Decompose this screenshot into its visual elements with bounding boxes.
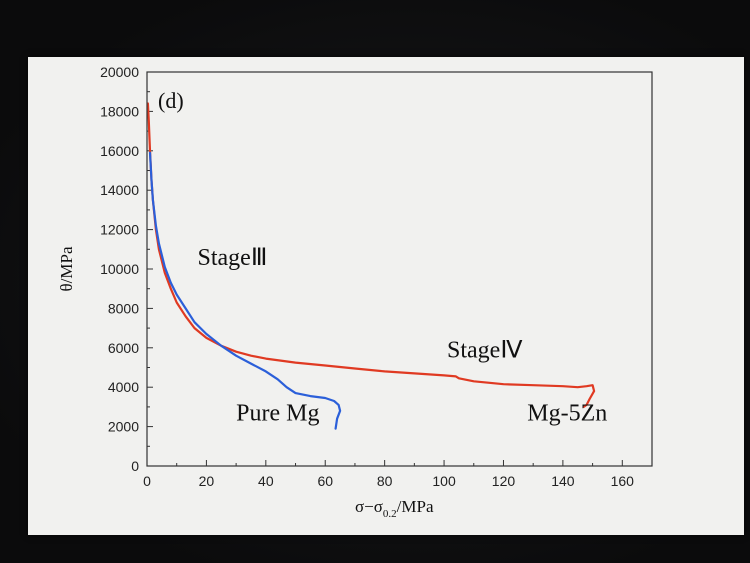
annotation-label: Pure Mg bbox=[236, 401, 319, 427]
annotations: StageⅢ StageⅣ Pure Mg Mg-5Zn bbox=[198, 245, 608, 427]
x-axis-label-subscript: 0.2 bbox=[383, 508, 397, 520]
y-tick-label: 20000 bbox=[100, 64, 139, 80]
y-tick-labels: 0 2000 4000 6000 8000 10000 12000 14000 16000 180… bbox=[100, 64, 139, 474]
y-axis-label: θ/MPa bbox=[57, 246, 76, 291]
y-tick-label: 2000 bbox=[108, 419, 139, 435]
x-tick-label: 140 bbox=[551, 473, 575, 489]
y-tick-label: 14000 bbox=[100, 182, 139, 198]
annotation-label: Mg-5Zn bbox=[527, 401, 607, 427]
series-line-mg-5zn bbox=[146, 102, 596, 408]
x-tick-label: 60 bbox=[317, 473, 333, 489]
x-tick-label: 100 bbox=[432, 473, 456, 489]
y-tick-label: 6000 bbox=[108, 340, 139, 356]
x-tick-label: 160 bbox=[611, 473, 635, 489]
plot-frame bbox=[146, 71, 653, 467]
annotation-label: StageⅢ bbox=[198, 245, 268, 271]
x-tick-label: 120 bbox=[492, 473, 516, 489]
x-tick-label: 20 bbox=[199, 473, 215, 489]
x-tick-label: 80 bbox=[377, 473, 393, 489]
x-tick-label: 40 bbox=[258, 473, 274, 489]
y-tick-label: 10000 bbox=[100, 261, 139, 277]
y-tick-label: 0 bbox=[131, 458, 139, 474]
y-tick-label: 8000 bbox=[108, 300, 139, 316]
y-tick-label: 4000 bbox=[108, 379, 139, 395]
x-axis-label-main: σ−σ bbox=[355, 497, 383, 516]
x-tick-label: 0 bbox=[143, 473, 151, 489]
series-layer bbox=[146, 102, 596, 430]
x-axis-label: σ−σ0.2/MPa bbox=[355, 497, 434, 520]
x-tick-labels: 0 20 40 60 80 100 120 140 160 bbox=[143, 473, 634, 489]
y-tick-label: 12000 bbox=[100, 222, 139, 238]
y-tick-label: 16000 bbox=[100, 143, 139, 159]
panel-label: (d) bbox=[158, 88, 184, 113]
y-tick-label: 18000 bbox=[100, 103, 139, 119]
series-line-pure-mg bbox=[148, 151, 342, 430]
annotation-label: StageⅣ bbox=[447, 338, 522, 364]
x-axis-label-unit: /MPa bbox=[397, 497, 434, 516]
